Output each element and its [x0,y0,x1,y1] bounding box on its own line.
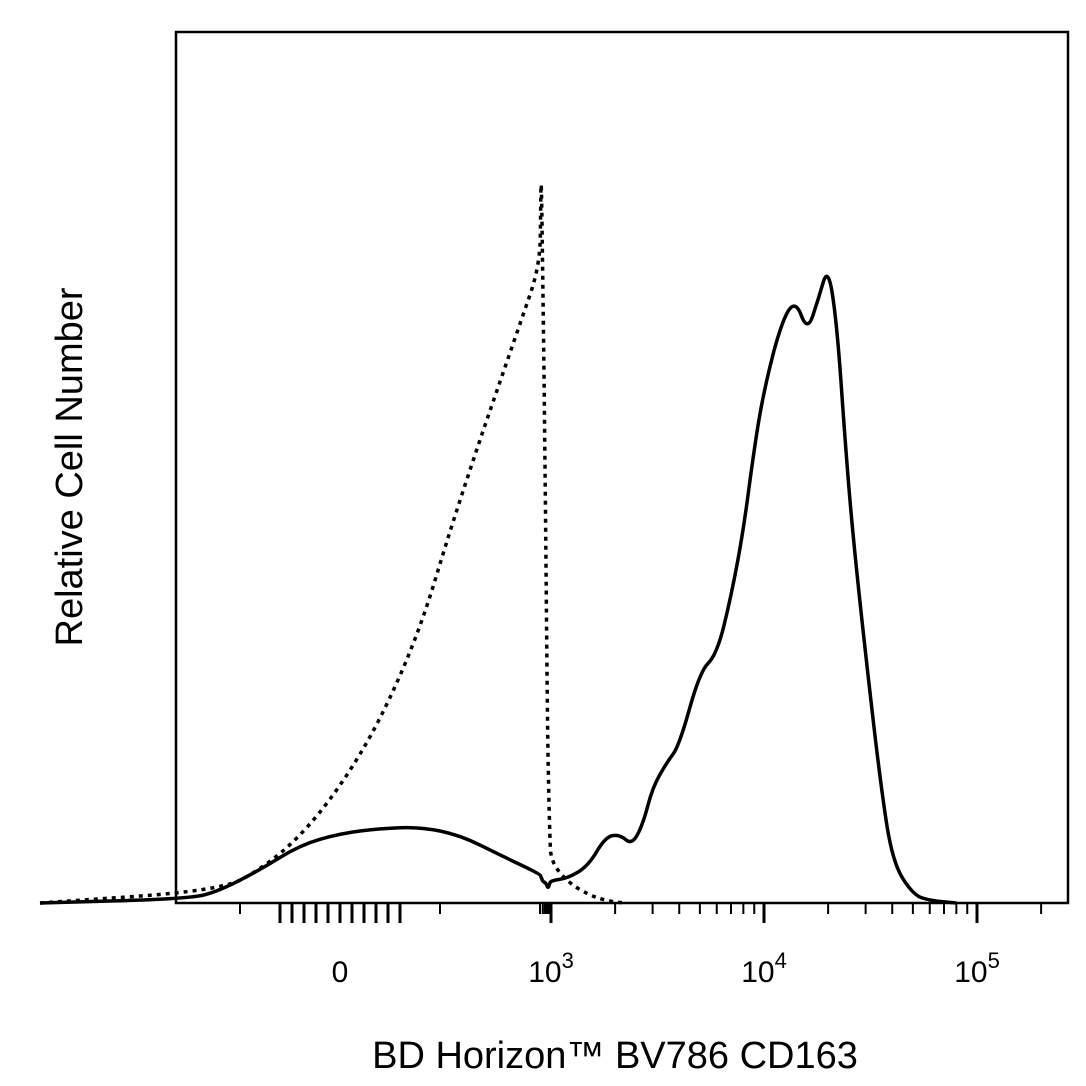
series-layer [39,183,957,905]
plot-frame [174,30,1070,905]
x-major-ticks [338,903,979,923]
series-solid-line [39,274,957,905]
x-tick-label: 103 [528,948,574,989]
x-tick-label: 105 [954,948,1000,989]
y-axis-title: Relative Cell Number [49,287,91,646]
x-tick-labels: 0 103 104 105 [332,948,1000,989]
x-tick-label: 0 [332,956,349,989]
x-minor-ticks [239,903,1043,923]
series-dotted-line [39,183,625,905]
x-axis-title: BD Horizon™ BV786 CD163 [372,1035,858,1077]
x-tick-label: 104 [741,948,787,989]
